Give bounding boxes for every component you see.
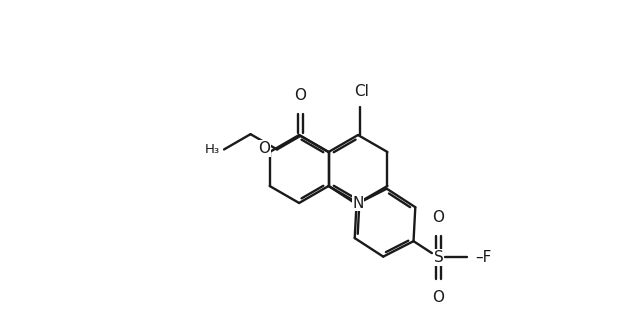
Text: S: S [434,250,444,265]
Text: –F: –F [476,250,492,265]
Text: O: O [258,141,270,156]
Text: H₃: H₃ [205,143,220,156]
Text: N: N [352,196,364,211]
Text: O: O [433,290,445,305]
Text: O: O [294,88,307,103]
Text: Cl: Cl [355,84,369,99]
Text: O: O [433,210,445,225]
